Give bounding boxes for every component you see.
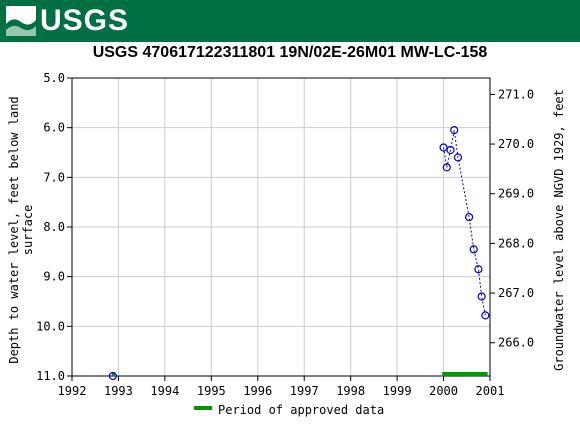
y-left-tick-label: 10.0 bbox=[36, 319, 65, 333]
x-tick-label: 1999 bbox=[383, 384, 412, 398]
y-axis-right-label: Groundwater level above NGVD 1929, feet bbox=[552, 89, 566, 371]
y-left-tick-label: 6.0 bbox=[43, 121, 65, 135]
usgs-logo[interactable]: USGS bbox=[6, 4, 129, 38]
x-tick-label: 1996 bbox=[243, 384, 272, 398]
y-axis-left-label-line1: Depth to water level, feet below land bbox=[7, 96, 21, 363]
x-tick-label: 1992 bbox=[58, 384, 87, 398]
data-points bbox=[108, 126, 490, 381]
y-axis-left-ticks: 5.0 6.0 7.0 8.0 9.0 10.0 11.0 bbox=[36, 71, 72, 383]
y-axis-left-label-line2: surface bbox=[21, 205, 35, 256]
x-tick-label: 2001 bbox=[476, 384, 505, 398]
x-tick-label: 1997 bbox=[290, 384, 319, 398]
x-tick-label: 2000 bbox=[429, 384, 458, 398]
y-right-tick-label: 271.0 bbox=[498, 87, 534, 101]
approved-period-bar bbox=[111, 372, 115, 376]
legend: Period of approved data bbox=[194, 403, 384, 417]
x-tick-label: 1995 bbox=[197, 384, 226, 398]
series-connector bbox=[443, 130, 486, 316]
y-right-tick-label: 270.0 bbox=[498, 137, 534, 151]
usgs-banner: USGS bbox=[0, 0, 580, 42]
y-left-tick-label: 5.0 bbox=[43, 71, 65, 85]
usgs-logo-text: USGS bbox=[40, 4, 130, 37]
data-point bbox=[465, 212, 474, 222]
y-right-tick-label: 269.0 bbox=[498, 187, 534, 201]
y-right-tick-label: 268.0 bbox=[498, 236, 534, 250]
data-point bbox=[446, 145, 455, 155]
data-point bbox=[469, 245, 478, 254]
y-axis-right-ticks: 266.0 267.0 268.0 269.0 270.0 271.0 bbox=[490, 87, 534, 350]
series-line bbox=[443, 130, 486, 316]
x-tick-label: 1994 bbox=[150, 384, 179, 398]
data-point bbox=[450, 126, 459, 135]
legend-swatch bbox=[194, 406, 212, 410]
y-left-tick-label: 7.0 bbox=[43, 170, 65, 184]
data-point bbox=[477, 292, 486, 301]
legend-label: Period of approved data bbox=[218, 403, 384, 417]
approved-period-bar bbox=[442, 372, 488, 376]
y-right-tick-label: 267.0 bbox=[498, 286, 534, 300]
usgs-wave-icon bbox=[6, 6, 36, 36]
data-point bbox=[481, 311, 490, 320]
y-left-tick-label: 9.0 bbox=[43, 270, 65, 284]
x-tick-label: 1993 bbox=[104, 384, 133, 398]
y-right-tick-label: 266.0 bbox=[498, 336, 534, 350]
data-point bbox=[474, 265, 483, 274]
data-point bbox=[439, 143, 448, 152]
approved-periods bbox=[111, 372, 488, 376]
y-left-tick-label: 8.0 bbox=[43, 220, 65, 234]
data-point bbox=[442, 163, 451, 172]
x-tick-label: 1998 bbox=[336, 384, 365, 398]
y-axis-left-label: Depth to water level, feet below landsur… bbox=[7, 96, 35, 363]
data-point bbox=[108, 371, 117, 381]
data-point bbox=[453, 153, 463, 162]
chart-title: USGS 470617122311801 19N/02E-26M01 MW-LC… bbox=[92, 44, 488, 61]
chart-grid bbox=[71, 77, 491, 377]
y-left-tick-label: 11.0 bbox=[36, 369, 65, 383]
x-axis-ticks: 1992 1993 1994 1995 1996 1997 1998 1999 2000 2001 bbox=[58, 376, 505, 398]
